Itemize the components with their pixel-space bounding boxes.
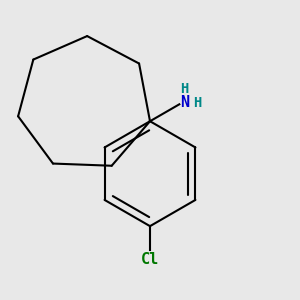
Text: H: H <box>194 96 202 110</box>
Text: N: N <box>180 95 190 110</box>
Text: H: H <box>180 82 189 96</box>
Text: Cl: Cl <box>141 251 159 266</box>
